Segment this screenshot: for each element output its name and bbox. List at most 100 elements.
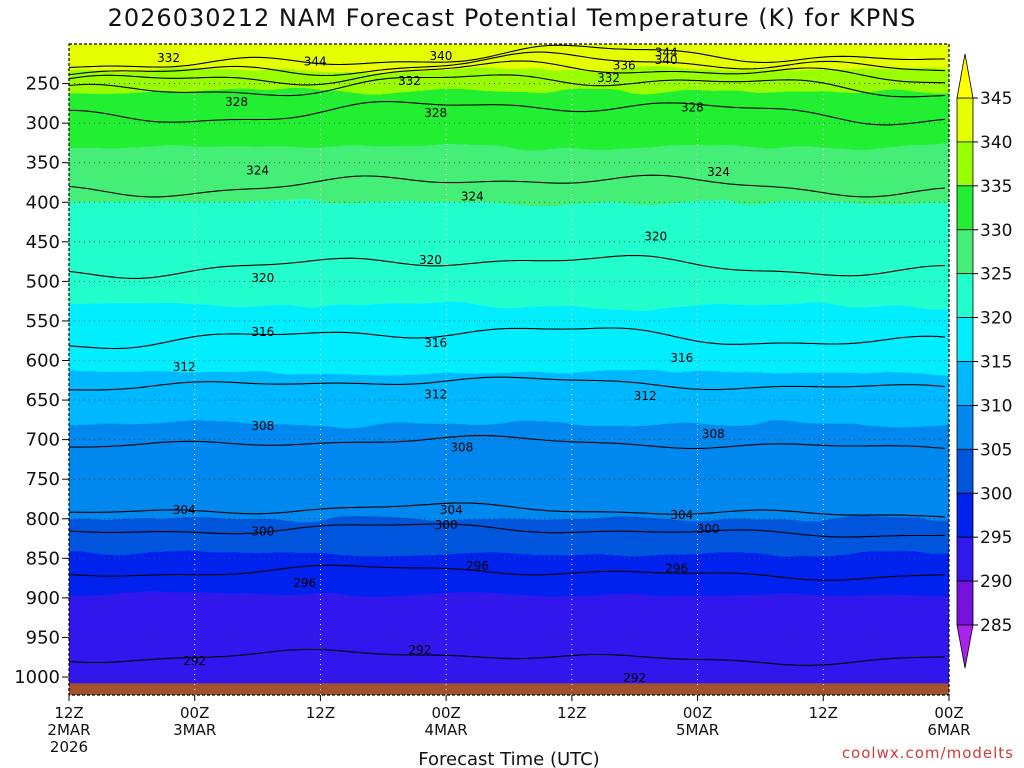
y-tick-label: 300 (26, 113, 60, 134)
colorbar-tick-label: 285 (980, 616, 1012, 636)
colorbar-tick-label: 330 (980, 221, 1012, 241)
contour-label: 300 (697, 522, 720, 536)
contour-label: 316 (251, 325, 274, 339)
contour-label: 304 (173, 503, 196, 517)
x-tick-label: 12Z (809, 704, 838, 722)
colorbar-tick-label: 290 (980, 572, 1012, 592)
isotherm-324 (69, 174, 946, 198)
x-axis-label: Forecast Time (UTC) (418, 749, 599, 768)
colorbar-tick-label: 340 (980, 133, 1012, 153)
isotherm-340 (69, 51, 946, 77)
y-tick-label: 550 (26, 311, 60, 332)
contour-label: 300 (251, 524, 274, 538)
contour-label: 312 (424, 388, 447, 402)
contour-label: 316 (424, 336, 447, 350)
band-fill (69, 593, 949, 695)
isotherm-308 (69, 435, 946, 450)
isotherm-contours (69, 44, 946, 666)
x-tick-label: 00Z (180, 704, 209, 722)
contour-label: 320 (251, 271, 274, 285)
x-tick-label: 00Z (683, 704, 712, 722)
colorbar-band (956, 229, 974, 275)
plot-frame (68, 43, 950, 696)
x-tick-label: 4MAR (425, 721, 468, 739)
contour-label: 308 (702, 427, 725, 441)
isotherm-316 (69, 327, 946, 350)
contour-label: 332 (398, 74, 421, 88)
colorbar-band (956, 492, 974, 538)
contour-label: 304 (670, 508, 693, 522)
contour-label: 328 (225, 95, 248, 109)
contour-label: 324 (707, 165, 730, 179)
contour-label: 328 (424, 106, 447, 120)
x-tick-label: 00Z (934, 704, 963, 722)
y-tick-label: 250 (26, 74, 60, 95)
colorbar: 345 340 335 330 325 320 315 310 305 300 295 290 285 (956, 53, 1012, 669)
isotherm-304 (69, 502, 946, 518)
colorbar-tick-label: 315 (980, 353, 1012, 373)
contour-label: 336 (613, 58, 636, 72)
isotherm-328 (69, 100, 946, 126)
contour-label: 332 (597, 71, 620, 85)
colorbar-tick-label: 310 (980, 396, 1012, 416)
contour-label: 340 (429, 49, 452, 63)
colorbar-bottom-arrow (956, 624, 974, 669)
contour-label: 340 (655, 53, 678, 67)
contour-label: 312 (173, 360, 196, 374)
x-tick-label: 12Z (306, 704, 335, 722)
contour-label: 296 (665, 562, 688, 576)
contour-label: 292 (408, 643, 431, 657)
x-tick-label: 12Z (557, 704, 586, 722)
colorbar-band (956, 97, 974, 143)
x-tick-label: 5MAR (676, 721, 719, 739)
y-tick-label: 500 (26, 271, 60, 292)
contour-label: 332 (157, 51, 180, 65)
colorbar-tick-label: 300 (980, 484, 1012, 504)
isotherm-296 (69, 564, 946, 581)
colorbar-band (956, 273, 974, 318)
contour-label: 296 (293, 576, 316, 590)
colorbar-tick-label: 335 (980, 177, 1012, 197)
x-tick-label: 12Z (54, 704, 83, 722)
contour-label: 308 (450, 441, 473, 455)
contour-label: 324 (461, 190, 484, 204)
colorbar-band (956, 185, 974, 231)
contour-label: 324 (246, 164, 269, 178)
colorbar-tick-label: 295 (980, 528, 1012, 548)
isotherm-312 (69, 376, 946, 391)
y-tick-label: 450 (26, 232, 60, 253)
contour-label: 316 (670, 351, 693, 365)
isotherm-320 (69, 254, 946, 279)
colorbar-top-arrow (956, 53, 974, 99)
contour-label: 344 (655, 46, 678, 60)
isotherm-292 (69, 648, 946, 666)
colorbar-tick-label: 325 (980, 265, 1012, 285)
contour-label: 344 (304, 54, 327, 68)
colorbar-band (956, 141, 974, 187)
isotherm-344 (69, 44, 946, 68)
y-axis: 250 300 350 400 450 500 550 600 650 700 750 800 850 9… (14, 74, 69, 688)
contour-label: 292 (183, 654, 206, 668)
colorbar-band (956, 317, 974, 362)
x-tick-label: 00Z (431, 704, 460, 722)
grid-lines (69, 44, 949, 695)
x-tick-label: 6MAR (927, 721, 970, 739)
x-tick-label: 3MAR (173, 721, 216, 739)
y-tick-label: 600 (26, 351, 60, 372)
colorbar-band (956, 361, 974, 406)
y-tick-label: 900 (26, 588, 60, 609)
isotherm-300 (69, 523, 946, 538)
colorbar-tick-label: 320 (980, 309, 1012, 329)
colorbar-band (956, 448, 974, 494)
y-tick-label: 750 (26, 469, 60, 490)
colorbar-band (956, 580, 974, 626)
contour-label: 304 (440, 503, 463, 517)
x-tick-label: 2026 (50, 738, 88, 756)
y-tick-label: 650 (26, 390, 60, 411)
contour-label: 296 (466, 559, 489, 573)
isotherm-336 (69, 60, 946, 86)
contour-label: 320 (644, 229, 667, 243)
contour-label: 312 (634, 389, 657, 403)
